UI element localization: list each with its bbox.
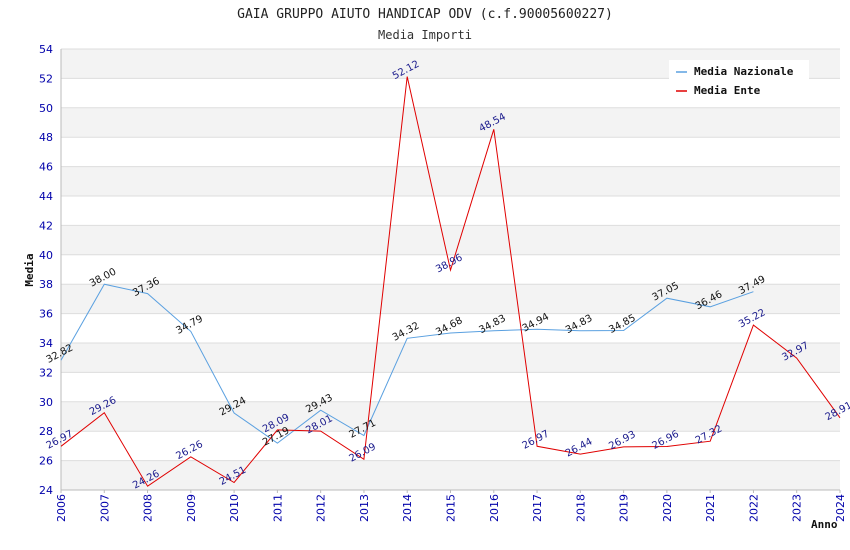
y-tick-label: 50 [39,102,53,115]
x-tick-label: 2015 [445,494,458,522]
x-axis-label: Anno [811,518,838,531]
x-tick-label: 2008 [142,494,155,522]
grid-band [61,284,840,314]
series-line-media-ente [60,76,841,487]
x-tick-label: 2011 [271,494,284,522]
legend-label-media-ente: Media Ente [694,84,761,97]
y-tick-label: 48 [39,131,53,144]
legend-label-media-nazionale: Media Nazionale [694,65,794,78]
y-tick-labels: 24 26 28 30 32 34 36 38 40 42 44 46 48 50 52 54 [39,43,53,497]
y-tick-label: 36 [39,308,53,321]
y-tick-label: 54 [39,43,53,56]
x-tick-label: 2018 [574,494,587,522]
x-tick-label: 2023 [791,494,804,522]
data-label: 34.85 [607,313,637,336]
y-tick-label: 52 [39,72,53,85]
data-label: 34.79 [174,314,204,337]
data-label: 26.93 [607,429,637,452]
x-tick-labels: 2006 2007 2008 2009 2010 2011 2012 2013 2014 2015… [55,494,847,522]
x-tick-label: 2020 [661,494,674,522]
data-label: 34.83 [477,313,507,336]
y-tick-label: 24 [39,484,53,497]
series-line-media-nazionale [60,283,754,444]
x-tick-label: 2012 [315,494,328,522]
x-tick-label: 2007 [98,494,111,522]
y-tick-label: 28 [39,425,53,438]
y-tick-label: 34 [39,337,53,350]
grid-band [61,107,840,138]
x-tick-label: 2024 [834,494,847,522]
y-tick-label: 46 [39,161,53,174]
data-label: 34.83 [564,313,594,336]
grid-band [61,343,840,373]
y-tick-label: 44 [39,190,53,203]
y-tick-label: 42 [39,219,53,232]
legend-box [669,60,809,101]
grid-band [61,460,840,490]
data-label: 34.94 [521,311,551,334]
x-tick-label: 2016 [488,494,501,522]
data-label: 34.68 [434,315,464,338]
data-label: 38.96 [434,252,464,275]
legend: Media Nazionale Media Ente [669,60,809,101]
x-tick-label: 2006 [55,494,68,522]
y-tick-label: 38 [39,278,53,291]
x-tick-label: 2021 [704,494,717,522]
axes [60,49,841,493]
y-tick-label: 30 [39,396,53,409]
data-label: 26.26 [174,439,204,462]
x-tick-label: 2017 [531,494,544,522]
x-tick-label: 2022 [747,494,760,522]
y-axis-label: Media [23,253,36,286]
x-tick-label: 2010 [228,494,241,522]
y-tick-label: 32 [39,366,53,379]
x-tick-label: 2019 [618,494,631,522]
grid-band [61,225,840,255]
chart-subtitle: Media Importi [378,28,472,42]
chart-title: GAIA GRUPPO AIUTO HANDICAP ODV (c.f.9000… [237,7,613,22]
grid-band [61,166,840,196]
x-tick-label: 2013 [358,494,371,522]
x-tick-label: 2009 [185,494,198,522]
y-tick-label: 26 [39,455,53,468]
y-tick-label: 40 [39,249,53,262]
x-tick-label: 2014 [401,494,414,522]
data-label: 26.44 [564,436,594,459]
series-lines [60,76,841,487]
grid-band [61,401,840,432]
grid-bands [61,49,840,490]
data-label: 26.96 [650,429,680,452]
